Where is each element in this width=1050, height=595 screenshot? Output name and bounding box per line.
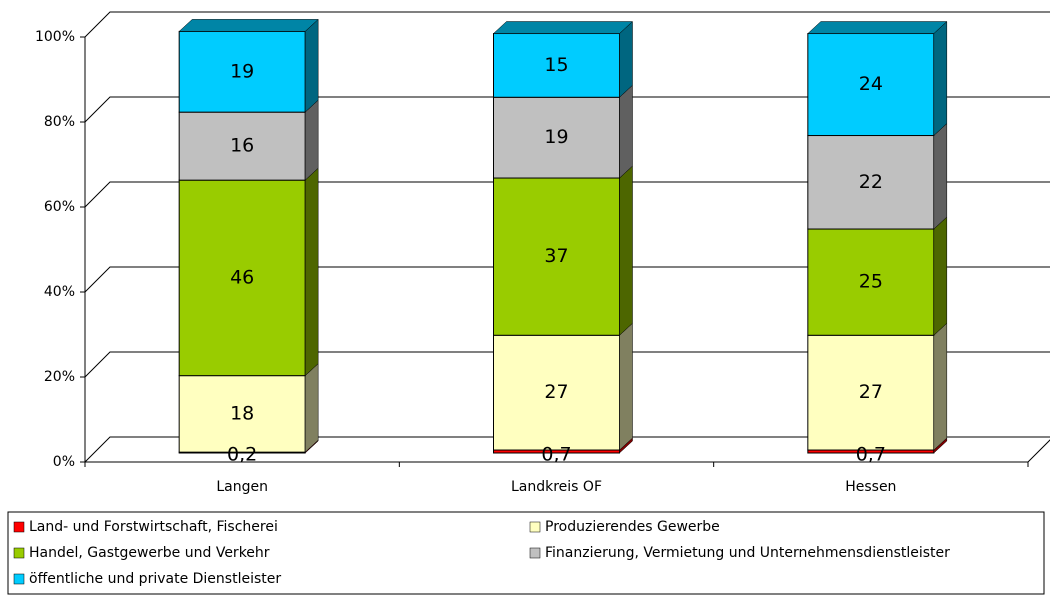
bar-side [933, 322, 948, 451]
bar-segment [807, 334, 935, 451]
legend-swatch [529, 521, 541, 533]
value-label: 19 [230, 60, 254, 82]
bar-side [304, 99, 319, 181]
value-label: 0,7 [541, 444, 571, 466]
legend-label: öffentliche und private Dienstleister [29, 571, 281, 587]
legend-swatch [13, 573, 25, 585]
value-label: 27 [859, 381, 883, 403]
value-label: 37 [544, 245, 568, 267]
grid-line [84, 436, 1050, 463]
grid-line [84, 96, 1050, 123]
bar-segment [178, 30, 306, 113]
x-tick-label: Hessen [845, 479, 896, 495]
legend-swatch [13, 521, 25, 533]
bar-side [619, 322, 633, 451]
y-tick-label: 100% [35, 29, 75, 45]
bar-side [619, 165, 633, 336]
grid-line [84, 11, 1050, 38]
legend-label: Handel, Gastgewerbe und Verkehr [29, 545, 270, 561]
value-label: 25 [859, 271, 883, 293]
value-label: 22 [859, 171, 883, 193]
y-tick-label: 80% [44, 114, 75, 130]
bar-side [304, 363, 319, 453]
legend-label: Produzierendes Gewerbe [545, 519, 720, 535]
bar-segment [807, 33, 935, 137]
bar-segment [178, 179, 306, 377]
bar-segment [807, 135, 935, 230]
value-label: 27 [544, 381, 568, 403]
bar-top [492, 21, 634, 34]
grid-line [84, 181, 1050, 208]
x-tick-label: Landkreis OF [511, 479, 602, 495]
value-label: 46 [230, 266, 254, 288]
bar-top [807, 21, 948, 34]
legend-label: Land- und Forstwirtschaft, Fischerei [29, 519, 278, 535]
value-label: 16 [230, 135, 254, 157]
bar-top [178, 19, 319, 32]
bar-segment [178, 111, 306, 181]
y-tick-label: 20% [44, 369, 75, 385]
grid-line [84, 351, 1050, 378]
value-label: 15 [544, 54, 568, 76]
value-label: 0,2 [227, 444, 257, 466]
bar-segment [493, 177, 620, 336]
bar-side [933, 122, 948, 230]
value-label: 19 [544, 126, 568, 148]
value-label: 0,7 [856, 444, 886, 466]
bar-side [304, 18, 319, 113]
legend-swatch [529, 547, 541, 559]
legend-swatch [13, 547, 25, 559]
bar-side [619, 84, 633, 179]
bar-segment [493, 96, 620, 179]
legend-label: Finanzierung, Vermietung und Unternehmen… [545, 545, 950, 561]
legend-box [7, 511, 1045, 595]
bar-segment [807, 228, 935, 336]
y-tick-label: 0% [53, 454, 75, 470]
bar-side [933, 216, 948, 336]
value-label: 18 [230, 402, 254, 424]
bar-side [933, 20, 948, 137]
y-tick-label: 40% [44, 284, 75, 300]
grid-line [84, 266, 1050, 293]
value-label: 24 [859, 73, 883, 95]
bar-side [304, 167, 319, 377]
bar-segment [178, 375, 306, 453]
x-tick-label: Langen [216, 479, 268, 495]
bar-side [619, 20, 633, 98]
bar-segment [493, 33, 620, 98]
y-tick-label: 60% [44, 199, 75, 215]
